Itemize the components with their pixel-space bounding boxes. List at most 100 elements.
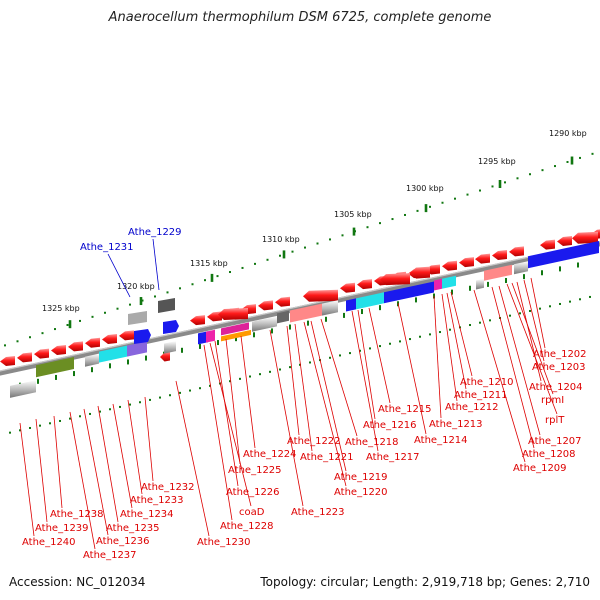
- scale-dot: [279, 254, 281, 257]
- feature-block-darkgrey: [158, 298, 175, 313]
- scale-dot: [504, 181, 506, 184]
- inner-ring-dot: [479, 321, 481, 324]
- inner-ring-dot: [309, 361, 311, 364]
- feature-block-grey: [164, 341, 176, 354]
- gene-arrow: [119, 330, 134, 341]
- inner-ring-dot: [209, 384, 211, 387]
- gene-label: Athe_1218: [345, 437, 399, 448]
- inner-ring-dot: [399, 340, 401, 343]
- gene-arrow: [207, 311, 222, 322]
- feature-block-pink: [484, 264, 512, 281]
- gene-label: coaD: [239, 507, 265, 518]
- scale-dot: [454, 197, 456, 200]
- scale-dot: [229, 271, 231, 274]
- scale-dot: [341, 234, 344, 237]
- feature-tick: [577, 262, 579, 268]
- inner-ring-dot: [359, 349, 361, 352]
- gene-label: Athe_1220: [334, 487, 388, 498]
- gene-label: Athe_1202: [533, 349, 587, 360]
- gene-label: Athe_1225: [228, 465, 282, 476]
- feature-tick: [325, 316, 327, 322]
- feature-tick: [487, 281, 489, 287]
- gene-leader-line: [491, 286, 535, 449]
- feature-tick: [271, 328, 273, 334]
- inner-ring-dot: [349, 352, 351, 355]
- inner-ring-dot: [579, 298, 581, 301]
- gene-arrow: [303, 289, 338, 302]
- gene-arrow: [102, 334, 117, 345]
- scale-tick-label: 1310 kbp: [262, 235, 300, 244]
- genome-summary-text: Topology: circular; Length: 2,919,718 bp…: [260, 575, 590, 589]
- feature-block-grey: [10, 380, 36, 398]
- gene-label: Athe_1207: [528, 436, 582, 447]
- gene-leader-line: [144, 396, 154, 482]
- feature-tick: [253, 332, 255, 338]
- gene-arrow: [68, 341, 83, 352]
- scale-major-tick: [139, 297, 143, 306]
- gene-leader-line: [473, 289, 526, 463]
- feature-tick: [217, 340, 219, 346]
- inner-ring-dot: [89, 412, 91, 415]
- gene-leader-line: [441, 293, 458, 402]
- inner-ring-dot: [379, 345, 381, 348]
- gene-arrow: [85, 337, 100, 348]
- feature-block-grey: [128, 311, 147, 325]
- gene-leader-line: [97, 405, 119, 523]
- gene-arrow: [380, 273, 410, 286]
- gene-label: Athe_1219: [334, 472, 388, 483]
- scale-dot: [141, 299, 144, 302]
- scale-dot: [216, 275, 219, 278]
- feature-tick: [559, 266, 561, 272]
- gene-label: Athe_1226: [226, 487, 280, 498]
- inner-ring-dot: [99, 410, 101, 413]
- feature-tick: [307, 320, 309, 326]
- gene-leader-line: [530, 277, 546, 349]
- scale-major-tick: [352, 227, 356, 236]
- gene-arrow: [572, 231, 598, 244]
- inner-ring-dot: [269, 370, 271, 373]
- scale-tick-label: 1320 kbp: [117, 282, 155, 291]
- gene-label: Athe_1215: [378, 404, 432, 415]
- inner-ring-dot: [529, 309, 531, 312]
- gene-leader-line: [303, 321, 347, 487]
- gene-label: Athe_1221: [300, 452, 354, 463]
- inner-ring-dot: [569, 300, 571, 303]
- scale-dot: [116, 307, 119, 310]
- gene-arrow-blue: [134, 329, 151, 344]
- inner-ring-dot: [559, 302, 561, 305]
- inner-ring-dot: [19, 429, 21, 432]
- scale-dot: [179, 287, 181, 290]
- scale-dot: [566, 160, 569, 163]
- feature-tick: [109, 363, 111, 369]
- scale-dot: [41, 332, 44, 335]
- gene-label: rplT: [545, 415, 565, 426]
- inner-ring-dot: [549, 305, 551, 308]
- inner-ring-dot: [49, 422, 51, 425]
- scale-dot: [16, 340, 19, 343]
- inner-ring-dot: [29, 426, 31, 429]
- scale-dot: [379, 222, 381, 225]
- scale-dot: [291, 250, 294, 253]
- scale-dot: [366, 226, 369, 229]
- inner-ring-dot: [369, 347, 371, 350]
- scale-major-tick: [68, 320, 72, 329]
- feature-block-blue: [198, 331, 208, 345]
- gene-leader-line: [107, 253, 131, 298]
- gene-leader-line: [523, 279, 545, 362]
- scale-dot: [79, 319, 81, 322]
- gene-label: Athe_1208: [522, 449, 576, 460]
- inner-ring-dot: [189, 389, 191, 392]
- feature-block-magenta: [206, 329, 215, 343]
- gene-label: Athe_1213: [429, 419, 483, 430]
- scale-dot: [129, 303, 131, 306]
- feature-block-cyan: [442, 275, 456, 289]
- gene-leader-line: [19, 422, 35, 537]
- inner-ring-dot: [279, 368, 281, 371]
- inner-ring-dot: [489, 319, 491, 322]
- scale-dot: [104, 311, 106, 314]
- scale-major-tick: [570, 156, 574, 165]
- gene-leader-line: [450, 291, 473, 377]
- gene-label: Athe_1239: [35, 523, 89, 534]
- feature-tick: [361, 309, 363, 315]
